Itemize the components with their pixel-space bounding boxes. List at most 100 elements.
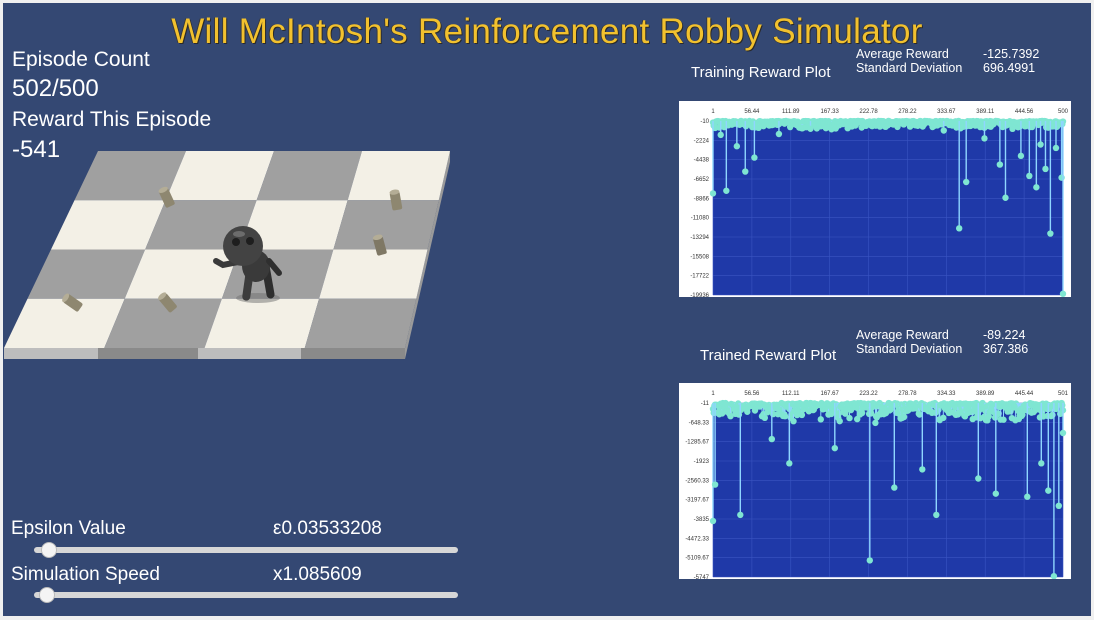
reward-dip-point — [711, 481, 719, 488]
reward-point — [726, 407, 733, 414]
reward-point — [781, 412, 789, 420]
reward-point — [854, 415, 861, 423]
reward-dip-point — [940, 127, 947, 134]
reward-point — [761, 414, 768, 422]
y-tick-label: -2560.33 — [685, 478, 709, 484]
reward-dip-point — [831, 444, 838, 452]
reward-point — [790, 417, 797, 425]
plot-area — [713, 403, 1063, 577]
y-tick-label: -2224 — [694, 138, 710, 144]
reward-dip-point — [933, 511, 940, 519]
reward-dip-point — [775, 130, 783, 138]
trained-plot-title: Trained Reward Plot — [700, 347, 837, 364]
simulation-speed-slider[interactable] — [34, 586, 458, 604]
can — [372, 234, 387, 256]
board-tile — [104, 298, 222, 348]
reward-point — [940, 414, 947, 422]
x-tick-label: 500 — [1058, 109, 1069, 115]
reward-dip-point — [1038, 460, 1045, 467]
y-tick-label: -13294 — [690, 235, 709, 241]
simulation-viewport — [4, 151, 450, 359]
x-tick-label: 278.22 — [898, 109, 917, 115]
can — [158, 292, 177, 313]
can — [62, 293, 83, 312]
reward-dip-point — [709, 517, 717, 525]
reward-dip-point — [723, 187, 730, 194]
plot-svg: 1 56.56 112.11 167.67 223.22 278.78 334.33 389.… — [679, 383, 1071, 579]
x-tick-label: 445.44 — [1015, 391, 1034, 397]
simulation-speed-slider-handle[interactable] — [38, 587, 55, 603]
reward-point — [1049, 411, 1056, 419]
epsilon-label: Epsilon Value — [11, 518, 126, 539]
reward-point — [727, 413, 734, 420]
x-tick-label: 334.33 — [937, 391, 956, 397]
board-tile — [304, 298, 417, 348]
y-tick-label: -10 — [700, 119, 709, 125]
x-tick-label: 1 — [711, 391, 715, 397]
y-tick-label: -1923 — [694, 459, 710, 465]
trained-average-value: -89.224 — [983, 328, 1026, 342]
trained-reward-plot: 1 56.56 112.11 167.67 223.22 278.78 334.33 389.… — [679, 383, 1071, 579]
reward-point — [836, 417, 843, 425]
reward-dip-point — [1042, 165, 1049, 173]
board-tile — [256, 151, 362, 201]
epsilon-slider-track[interactable] — [34, 547, 458, 553]
y-tick-label: -3835 — [694, 517, 710, 523]
episode-count-value: 502/500 — [12, 75, 99, 102]
reward-dip-point — [1058, 174, 1065, 181]
training-average-value: -125.7392 — [983, 47, 1040, 61]
reward-dip-point — [1050, 572, 1058, 579]
can — [158, 186, 175, 208]
simulation-speed-value: x1.085609 — [273, 564, 362, 585]
x-tick-label: 1 — [711, 109, 715, 115]
epsilon-slider-handle[interactable] — [40, 542, 57, 558]
reward-point — [846, 414, 853, 422]
reward-dip-point — [1024, 493, 1031, 500]
board-tile — [74, 151, 186, 201]
x-tick-label: 501 — [1058, 391, 1069, 397]
board-side — [4, 151, 450, 359]
reward-dip-point — [807, 125, 814, 132]
plot-svg: 1 56.44 111.89 167.33 222.78 278.22 333.67 389.… — [679, 101, 1071, 297]
board-tile — [239, 200, 348, 250]
x-tick-label: 222.78 — [859, 109, 878, 115]
reward-dip-point — [891, 484, 898, 491]
reward-point — [755, 124, 762, 132]
reward-dip-point — [709, 190, 717, 197]
training-average-label: Average Reward — [856, 47, 949, 61]
simulation-speed-slider-track[interactable] — [34, 592, 458, 598]
reward-dip-point — [1037, 141, 1044, 148]
can-pieces — [62, 186, 403, 313]
reward-dip-point — [963, 178, 970, 186]
x-tick-label: 278.78 — [898, 391, 917, 397]
y-tick-label: -6652 — [694, 177, 710, 183]
x-tick-label: 223.22 — [859, 391, 878, 397]
reward-point — [798, 411, 806, 419]
reward-dip-point — [919, 466, 926, 473]
training-plot-title: Training Reward Plot — [691, 64, 831, 81]
can — [389, 189, 403, 211]
training-reward-plot: 1 56.44 111.89 167.33 222.78 278.22 333.67 389.… — [679, 101, 1071, 297]
reward-dip-point — [1045, 487, 1052, 494]
y-tick-label: -5109.67 — [685, 556, 709, 562]
reward-point — [876, 123, 884, 130]
x-tick-label: 167.67 — [820, 391, 839, 397]
x-tick-label: 389.11 — [976, 109, 995, 115]
epsilon-slider[interactable] — [34, 541, 458, 559]
board-tile — [4, 298, 125, 348]
board-tile — [319, 249, 428, 299]
x-tick-label: 111.89 — [782, 109, 800, 115]
reward-dip-point — [975, 475, 982, 482]
training-std-label: Standard Deviation — [856, 61, 963, 75]
simulation-speed-label: Simulation Speed — [11, 564, 160, 585]
checkerboard — [4, 151, 450, 348]
reward-dip-point — [751, 154, 758, 161]
y-tick-label: -19936 — [690, 293, 709, 297]
reward-dip-point — [1059, 290, 1067, 297]
reward-point — [1000, 416, 1007, 423]
y-tick-label: -1285.67 — [685, 440, 709, 446]
reward-dip-point — [1055, 502, 1062, 510]
trained-std-label: Standard Deviation — [856, 342, 963, 356]
x-tick-label: 389.89 — [976, 391, 995, 397]
y-tick-label: -4472.33 — [685, 536, 709, 542]
